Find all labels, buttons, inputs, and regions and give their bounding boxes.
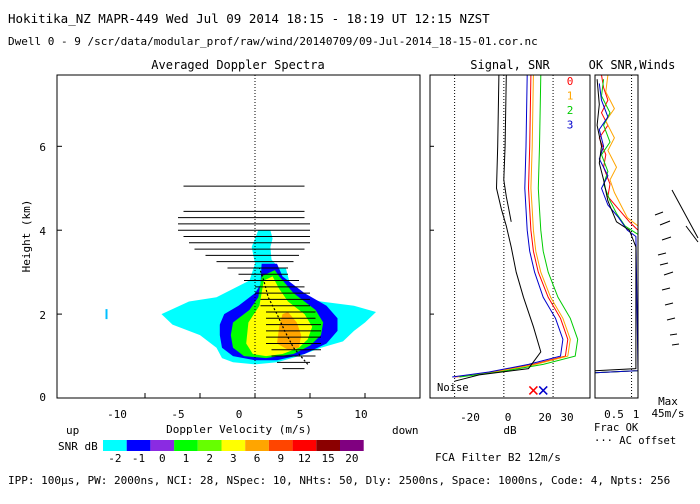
colorbar-tick-label: 6 xyxy=(254,452,261,465)
header-line-1: Hokitika_NZ MAPR-449 Wed Jul 09 2014 18:… xyxy=(8,11,490,26)
mean-velocity-line xyxy=(258,267,309,365)
colorbar-swatch xyxy=(103,440,127,451)
frac-ok-series-2 xyxy=(594,79,639,374)
frac-ok-label: Frac OK xyxy=(594,422,639,434)
colorbar-swatch xyxy=(197,440,222,451)
colorbar-swatch xyxy=(292,440,317,451)
wind-barb xyxy=(657,252,667,256)
db-tick-20: 20 xyxy=(538,411,551,424)
height-tick-4: 4 xyxy=(39,225,46,238)
height-tick-0: 0 xyxy=(39,391,46,404)
colorbar-tick-label: -2 xyxy=(108,452,121,465)
noise-label: Noise xyxy=(437,382,469,394)
frac-tick-1: 1 xyxy=(633,408,640,421)
colorbar-tick-label: 9 xyxy=(277,452,284,465)
wind-barb-long xyxy=(685,225,699,243)
max-label: Max xyxy=(658,395,678,408)
wind-barb xyxy=(663,271,674,276)
ok-layer xyxy=(594,74,699,398)
colorbar-tick-label: 15 xyxy=(322,452,335,465)
signal-series-2 xyxy=(459,74,579,378)
wind-barb xyxy=(659,220,671,226)
db-tick-30: 30 xyxy=(560,411,573,424)
wind-barb xyxy=(671,343,680,346)
colorbar-swatch xyxy=(245,440,269,451)
db-tick-0: 0 xyxy=(505,411,512,424)
height-tick-6: 6 xyxy=(39,141,46,154)
velocity-tick-0: 0 xyxy=(236,408,243,421)
frac-ok-series-4 xyxy=(594,79,637,372)
snr-legend-label: SNR dB xyxy=(58,440,98,453)
mode-legend-item: 2 xyxy=(567,104,574,117)
spectra-layer xyxy=(57,75,376,399)
signal-series-0 xyxy=(454,74,569,378)
wind-barb xyxy=(654,211,664,216)
db-tick-m20: -20 xyxy=(460,411,480,424)
spectra-title: Averaged Doppler Spectra xyxy=(151,58,324,72)
colorbar-tick-label: 2 xyxy=(206,452,213,465)
wind-barb xyxy=(659,262,669,266)
wind-barb xyxy=(666,317,676,321)
header-line-2: Dwell 0 - 9 /scr/data/modular_prof/raw/w… xyxy=(8,35,538,48)
wind-barb xyxy=(664,302,674,306)
wind-barb-long xyxy=(671,189,699,239)
colorbar-swatch xyxy=(126,440,151,451)
signal-frame xyxy=(429,74,591,399)
spectra-frame xyxy=(56,74,421,399)
colorbar-tick-label: 12 xyxy=(298,452,311,465)
frac-tick-05: 0.5 xyxy=(604,408,624,421)
frac-ok-series-0 xyxy=(594,74,639,374)
colorbar-swatch xyxy=(340,440,364,451)
frac-ok-series-1 xyxy=(594,74,639,374)
colorbar-tick-label: 1 xyxy=(183,452,190,465)
colorbar-swatch xyxy=(268,440,293,451)
mode-legend-item: 1 xyxy=(567,90,574,103)
colorbar-swatch xyxy=(174,440,198,451)
signal-layer xyxy=(430,74,579,399)
mode-legend-item: 0 xyxy=(567,75,574,88)
max-value: 45m/s xyxy=(651,407,684,420)
colorbar-tick-label: 20 xyxy=(345,452,358,465)
velocity-tick-m5: -5 xyxy=(171,408,184,421)
signal-title: Signal, SNR xyxy=(470,58,550,72)
mode-legend: 0 12 3 xyxy=(567,75,574,132)
colorbar-tick-label: -1 xyxy=(132,452,145,465)
colorbar-swatch xyxy=(316,440,340,451)
mode-legend-item: 3 xyxy=(567,119,574,132)
db-axis-label: dB xyxy=(503,424,517,437)
velocity-axis-label: Doppler Velocity (m/s) xyxy=(166,423,312,436)
wind-barb xyxy=(669,333,678,336)
noise-x-marker xyxy=(538,385,548,395)
signal-series-5 xyxy=(503,74,512,222)
up-label: up xyxy=(66,424,79,437)
wind-barb xyxy=(661,236,672,241)
fca-filter-text: FCA Filter B2 12m/s xyxy=(435,451,561,464)
ac-offset-label: ··· AC offset xyxy=(594,435,676,447)
velocity-tick-5: 5 xyxy=(297,408,304,421)
velocity-tick-m10: -10 xyxy=(107,408,127,421)
ok-frame xyxy=(594,74,639,399)
height-axis-label: Height (km) xyxy=(20,200,33,273)
noise-x-marker xyxy=(528,385,538,395)
ok-title: OK SNR,Winds xyxy=(589,58,676,72)
signal-series-1 xyxy=(457,74,571,378)
colorbar-swatch xyxy=(221,440,246,451)
signal-series-4 xyxy=(454,74,542,382)
wind-barb xyxy=(661,287,671,291)
frac-ok-series-3 xyxy=(594,83,639,374)
down-label: down xyxy=(392,424,419,437)
height-tick-2: 2 xyxy=(39,309,46,322)
colorbar-tick-label: 0 xyxy=(159,452,166,465)
colorbar-tick-label: 3 xyxy=(230,452,237,465)
signal-series-3 xyxy=(452,74,564,378)
colorbar-swatch xyxy=(150,440,175,451)
snr-colorbar: -2 -1 0 1 2 3 6 9 12 15 20 xyxy=(103,440,364,465)
velocity-tick-10: 10 xyxy=(354,408,367,421)
params-footer: IPP: 100μs, PW: 2000ns, NCI: 28, NSpec: … xyxy=(8,474,670,487)
